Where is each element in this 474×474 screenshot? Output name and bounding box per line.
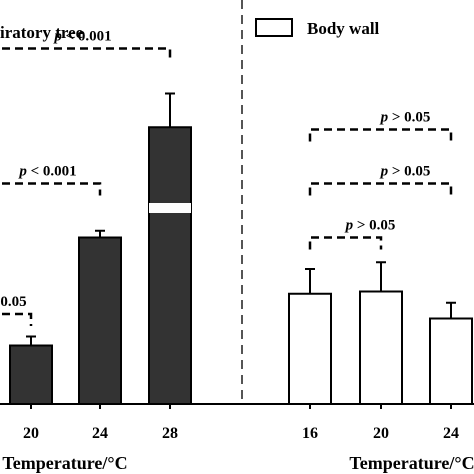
significance-label: 0.05 (0, 294, 26, 310)
bar (359, 290, 403, 405)
p-value-text: > 0.05 (388, 110, 430, 126)
significance-label: p > 0.05 (379, 110, 431, 126)
bar (148, 126, 192, 405)
x-tick-label: 24 (92, 425, 108, 442)
legend-swatch (255, 18, 293, 37)
legend-label: Body wall (307, 19, 380, 38)
x-tick-label: 20 (373, 425, 389, 442)
p-value-text: 0.05 (0, 294, 26, 310)
significance-bracket (308, 128, 453, 142)
panel-title: iratory tree (0, 23, 84, 42)
bar-break (149, 203, 191, 213)
significance-bracket (0, 182, 102, 196)
bar (78, 236, 122, 405)
p-symbol: p (52, 29, 62, 45)
p-value-text: > 0.05 (353, 218, 395, 234)
significance-bracket (0, 312, 33, 326)
x-tick-label: 20 (23, 425, 39, 442)
significance-label: p < 0.001 (52, 29, 111, 45)
significance-bracket (0, 47, 172, 61)
x-tick-label: 28 (162, 425, 178, 442)
p-symbol: p (379, 110, 389, 126)
significance-label: p > 0.05 (344, 218, 396, 234)
significance-bracket (308, 182, 453, 196)
x-tick-label: 24 (443, 425, 459, 442)
bar (9, 344, 53, 405)
p-value-text: < 0.001 (27, 164, 77, 180)
x-axis-label: Temperature/°C (349, 453, 474, 473)
significance-label: p > 0.05 (379, 164, 431, 180)
body-wall-panel: 16 20 24p > 0.05p > 0.05p > 0.05Temperatur… (255, 18, 474, 473)
x-axis-label: Temperature/°C (2, 453, 127, 473)
bar (429, 317, 473, 405)
p-symbol: p (17, 164, 27, 180)
bar (288, 292, 332, 405)
p-symbol: p (344, 218, 354, 234)
p-value-text: > 0.05 (388, 164, 430, 180)
p-value-text: < 0.001 (62, 29, 112, 45)
x-tick-label: 16 (302, 425, 318, 442)
significance-label: p < 0.001 (17, 164, 76, 180)
p-symbol: p (379, 164, 389, 180)
significance-bracket (308, 236, 383, 250)
